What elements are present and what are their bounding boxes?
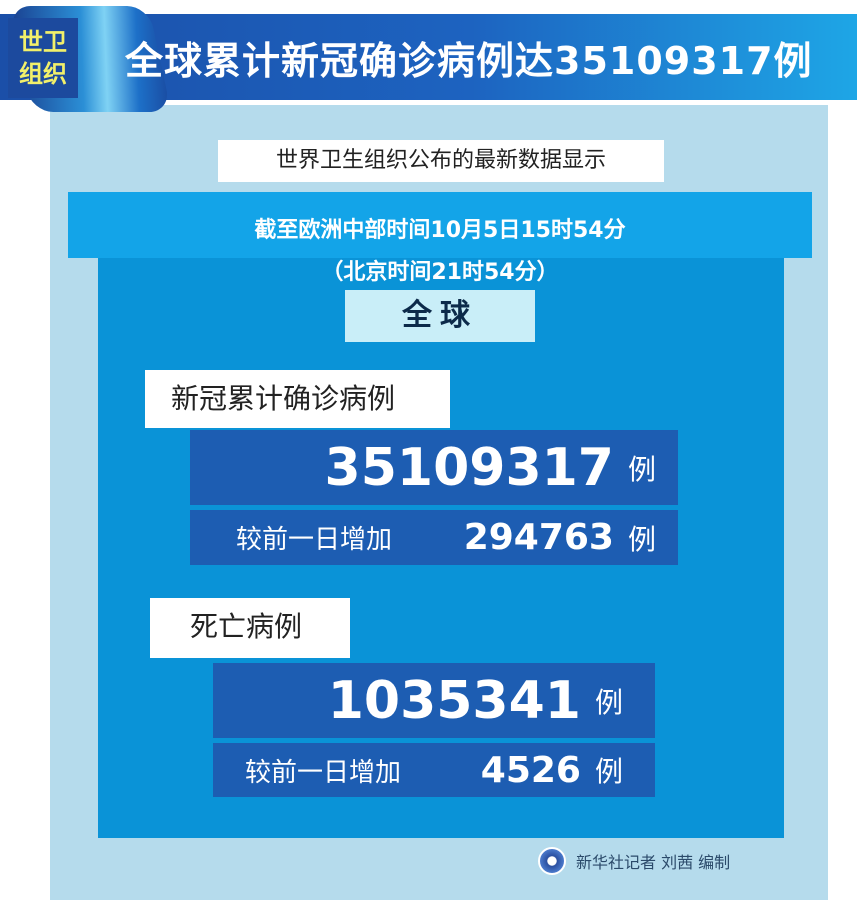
badge-line1: 世卫: [19, 28, 67, 56]
subtitle: 世界卫生组织公布的最新数据显示: [218, 140, 664, 182]
badge-line2: 组织: [19, 60, 67, 88]
page-title: 全球累计新冠确诊病例达35109317例: [125, 39, 813, 83]
cases-total: 35109317: [324, 437, 614, 498]
credit: 新华社记者 刘茜 编制: [538, 847, 730, 875]
deaths-increase-box: 较前一日增加 4526 例: [213, 743, 655, 797]
cases-total-box: 35109317 例: [190, 430, 678, 505]
scope-label: 全球: [345, 290, 535, 342]
deaths-increase: 4526: [480, 749, 581, 791]
deaths-increase-label: 较前一日增加: [245, 757, 402, 788]
cases-unit: 例: [627, 452, 656, 486]
who-badge: 世卫 组织: [8, 18, 78, 98]
deaths-total: 1035341: [327, 670, 581, 731]
deaths-label: 死亡病例: [150, 598, 350, 658]
cases-increase-label: 较前一日增加: [236, 525, 393, 555]
time-line1: 截至欧洲中部时间10月5日15时54分: [254, 218, 626, 243]
cases-increase: 294763: [463, 517, 614, 558]
deaths-unit: 例: [594, 685, 623, 719]
cases-increase-box: 较前一日增加 294763 例: [190, 510, 678, 565]
time-band: [68, 192, 812, 258]
xinhua-logo-icon: [538, 847, 566, 875]
cases-increase-unit: 例: [627, 522, 656, 556]
time-line2: （北京时间21时54分）: [321, 260, 559, 285]
deaths-increase-unit: 例: [594, 755, 623, 788]
credit-text: 新华社记者 刘茜 编制: [576, 853, 731, 872]
cases-label: 新冠累计确诊病例: [145, 370, 450, 428]
deaths-total-box: 1035341 例: [213, 663, 655, 738]
